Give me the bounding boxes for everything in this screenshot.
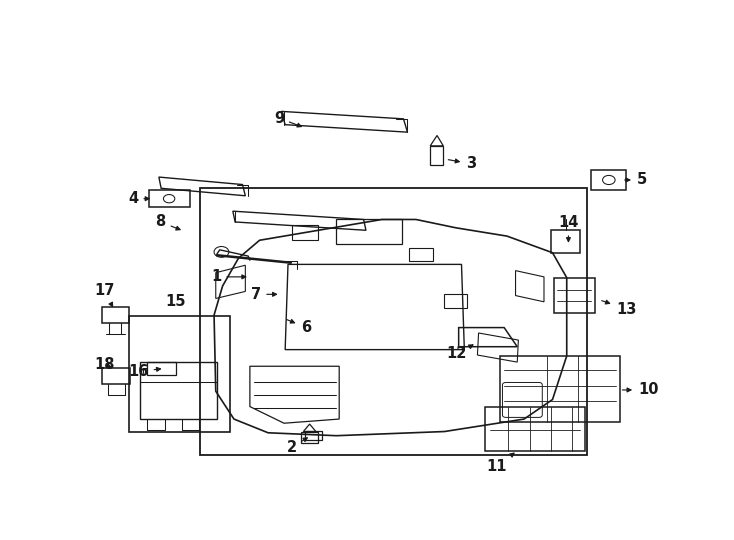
Text: 12: 12 — [447, 345, 473, 361]
Text: 2: 2 — [287, 438, 308, 455]
Text: 3: 3 — [448, 156, 476, 171]
Text: 16: 16 — [128, 364, 161, 379]
Text: 5: 5 — [625, 172, 647, 187]
Text: 14: 14 — [559, 215, 578, 241]
Bar — [200, 188, 586, 455]
Text: 4: 4 — [128, 191, 149, 206]
Text: 6: 6 — [286, 320, 311, 335]
Bar — [485, 407, 585, 451]
Text: 17: 17 — [94, 284, 115, 307]
Text: 18: 18 — [94, 357, 115, 372]
Text: 15: 15 — [166, 294, 186, 309]
Text: 8: 8 — [156, 214, 180, 230]
Bar — [128, 316, 230, 431]
Text: 1: 1 — [211, 269, 246, 285]
Text: 13: 13 — [602, 300, 636, 317]
Text: 10: 10 — [622, 382, 658, 397]
Text: 7: 7 — [251, 287, 277, 302]
Bar — [500, 356, 619, 422]
Text: 9: 9 — [274, 111, 301, 127]
Text: 11: 11 — [487, 453, 514, 474]
